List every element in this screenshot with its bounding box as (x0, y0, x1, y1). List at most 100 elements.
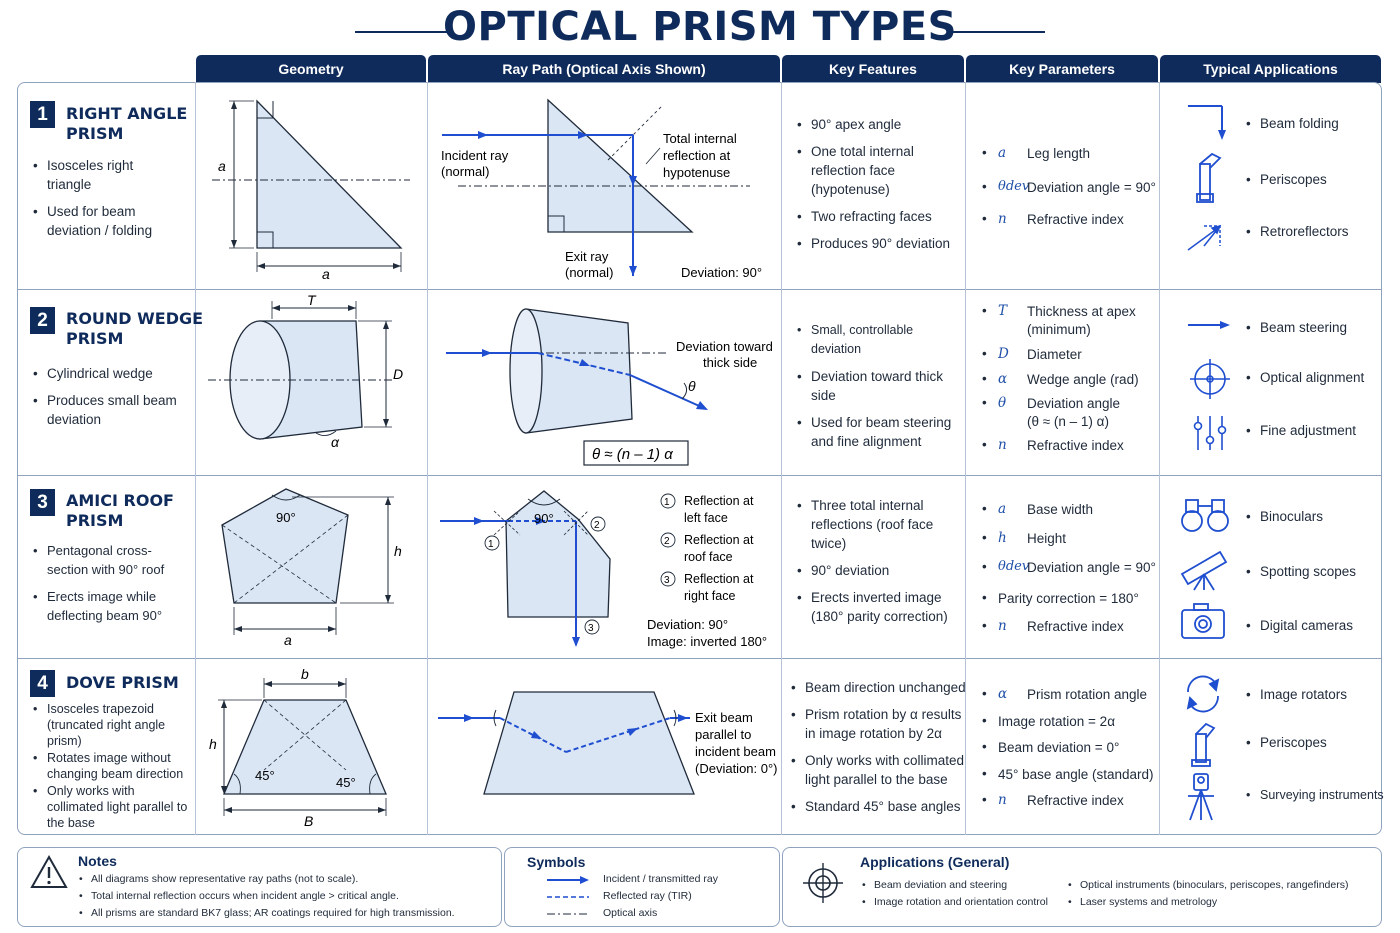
tir-label: Total internal (663, 131, 737, 146)
dove-geometry-diagram: b h 45° 45° B (209, 666, 387, 829)
binoculars-icon (1181, 499, 1229, 532)
col-divider (427, 82, 428, 835)
prism-name: AMICI ROOF PRISM (66, 491, 174, 530)
height-label: h (209, 736, 217, 752)
row-divider (17, 658, 1382, 659)
key-features-list: 90° apex angle One total internal reflec… (795, 115, 965, 253)
wedge-angle-label: α (331, 434, 340, 450)
notes-title: Notes (78, 853, 117, 869)
row2-app-icons (1188, 321, 1230, 450)
svg-text:right face: right face (684, 589, 735, 603)
header-key-parameters: Key Parameters (966, 55, 1158, 83)
prism-description: Isosceles right triangle Used for beam d… (31, 156, 181, 240)
row3-app-icons (1180, 499, 1229, 639)
table-frame (17, 82, 1382, 835)
svg-text:(normal): (normal) (565, 265, 613, 280)
header-ray-path: Ray Path (Optical Axis Shown) (428, 55, 780, 83)
deviation-label: Deviation toward (676, 339, 773, 354)
right-angle-ray-diagram: Incident ray (normal) Total internal ref… (441, 98, 762, 280)
warning-icon (30, 854, 68, 888)
svg-text:reflection at: reflection at (663, 148, 731, 163)
thickness-label: T (307, 292, 317, 308)
svg-text:2: 2 (594, 520, 600, 531)
application-item: Beam deviation and steering (862, 879, 1007, 891)
reflection-1-label: Reflection at (684, 494, 754, 508)
app-item: Fine adjustment (1246, 423, 1356, 438)
symbols-panel (504, 847, 780, 927)
round-wedge-ray-diagram: θ Deviation toward thick side θ ≈ (n – 1… (446, 308, 773, 466)
key-features-list: Three total internal reflections (roof f… (795, 496, 965, 626)
page-title: OPTICAL PRISM TYPES (443, 4, 957, 50)
applications-title: Applications (General) (860, 854, 1010, 870)
beam-fold-icon (1188, 105, 1226, 140)
col-divider (1159, 82, 1160, 835)
prism-name: DOVE PRISM (66, 673, 179, 692)
periscope-icon (1191, 722, 1216, 767)
top-width-label: b (301, 666, 309, 682)
leg-label-horizontal: a (322, 266, 330, 282)
note-item: All prisms are standard BK7 glass; AR co… (79, 907, 455, 919)
app-item: Retroreflectors (1246, 224, 1348, 239)
title-rule-left (355, 31, 452, 33)
header-typical-applications: Typical Applications (1160, 55, 1381, 83)
prism-number: 3 (30, 489, 55, 516)
target-icon (803, 863, 843, 903)
reflection-3-label: Reflection at (684, 572, 754, 586)
symbol-label: Reflected ray (TIR) (603, 890, 692, 902)
symbol-label: Incident / transmitted ray (603, 873, 718, 885)
telescope-icon (1180, 550, 1228, 591)
symbol-label: Optical axis (603, 907, 658, 919)
key-features-list: Small, controllable deviation Deviation … (795, 321, 965, 451)
prism-number: 2 (30, 307, 55, 334)
surveying-icon (1188, 773, 1214, 821)
svg-text:left face: left face (684, 511, 728, 525)
app-item: Periscopes (1246, 172, 1327, 187)
svg-text:(Deviation: 0°): (Deviation: 0°) (695, 761, 778, 776)
round-wedge-geometry-diagram: T D α (208, 292, 403, 450)
prism-description: Pentagonal cross-section with 90° roof E… (31, 541, 191, 625)
svg-text:3: 3 (588, 623, 594, 634)
crosshair-icon (1190, 359, 1230, 399)
height-label: h (394, 543, 402, 559)
svg-text:hypotenuse: hypotenuse (663, 165, 730, 180)
incident-ray-sublabel: (normal) (441, 164, 489, 179)
incident-ray-label: Incident ray (441, 148, 509, 163)
retroreflector-icon (1187, 224, 1222, 251)
prism-description: Cylindrical wedge Produces small beam de… (31, 364, 181, 429)
title-rule-right (948, 31, 1045, 33)
prism-name: RIGHT ANGLE PRISM (66, 104, 188, 143)
theta-label: θ (688, 378, 696, 394)
row1-app-icons (1187, 105, 1226, 251)
prism-description: Isosceles trapezoid (truncated right ang… (31, 701, 191, 831)
leg-label-vertical: a (218, 158, 226, 174)
deviation-label: Deviation: 90° (681, 265, 762, 280)
header-key-features: Key Features (782, 55, 964, 83)
apex-angle-label: 90° (276, 510, 296, 525)
key-features-list: Beam direction unchanged Prism rotation … (789, 678, 967, 816)
svg-text:1: 1 (488, 539, 494, 550)
col-divider (781, 82, 782, 835)
reflection-2-label: Reflection at (684, 533, 754, 547)
base-angle-left-label: 45° (255, 768, 275, 783)
image-label: Image: inverted 180° (647, 634, 767, 649)
camera-icon (1181, 603, 1225, 639)
svg-text:2: 2 (664, 536, 670, 547)
exit-beam-label: Exit beam (695, 710, 753, 725)
base-angle-right-label: 45° (336, 775, 356, 790)
svg-text:thick side: thick side (703, 355, 757, 370)
application-item: Image rotation and orientation control (862, 896, 1048, 908)
amici-geometry-diagram: 90° h a (221, 488, 402, 648)
svg-text:roof face: roof face (684, 550, 733, 564)
svg-text:incident beam: incident beam (695, 744, 776, 759)
symbols-title: Symbols (527, 854, 586, 870)
prism-number: 4 (30, 670, 55, 697)
rotate-icon (1186, 675, 1220, 713)
roof-angle-label: 90° (534, 511, 554, 526)
applications-panel (782, 847, 1382, 927)
app-item: Spotting scopes (1246, 564, 1356, 579)
row-divider (17, 289, 1382, 290)
app-item: Periscopes (1246, 735, 1327, 750)
diameter-label: D (393, 366, 403, 382)
app-item: Binoculars (1246, 509, 1323, 524)
right-angle-geometry-diagram: a a (212, 99, 410, 282)
